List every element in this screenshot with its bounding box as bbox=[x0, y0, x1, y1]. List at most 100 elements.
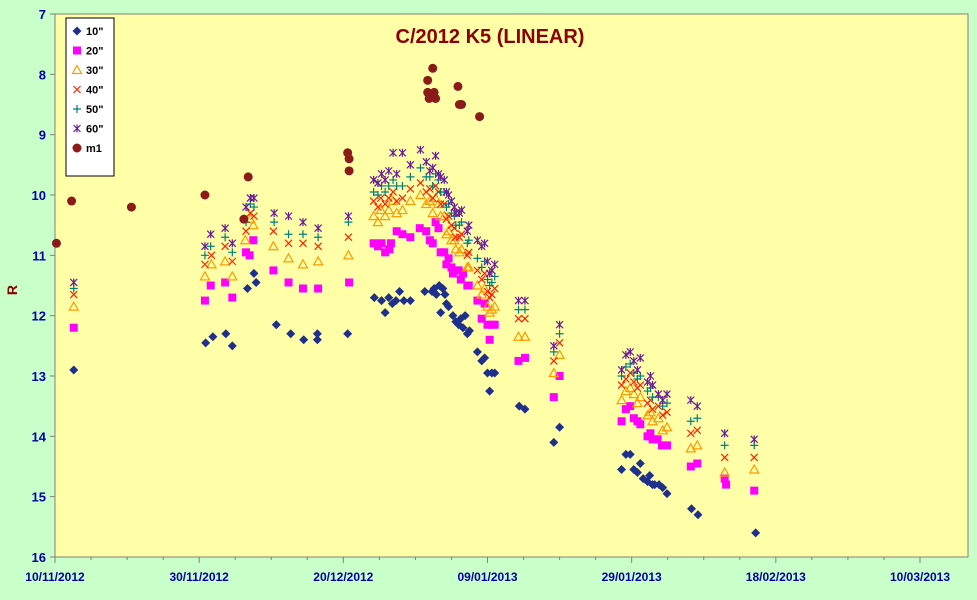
data-point bbox=[521, 296, 529, 305]
data-point bbox=[312, 255, 324, 266]
data-point bbox=[247, 219, 259, 230]
data-point bbox=[416, 179, 425, 187]
data-point bbox=[555, 338, 564, 347]
data-point bbox=[693, 426, 702, 435]
data-point bbox=[635, 458, 645, 468]
data-point bbox=[249, 236, 258, 245]
data-point bbox=[473, 266, 482, 275]
data-point bbox=[239, 234, 251, 245]
data-point bbox=[464, 236, 473, 245]
data-point bbox=[428, 239, 437, 248]
data-point bbox=[451, 209, 460, 218]
data-point bbox=[205, 258, 217, 269]
data-point bbox=[514, 314, 523, 323]
data-point bbox=[490, 260, 499, 269]
data-point bbox=[206, 281, 215, 290]
data-point bbox=[422, 227, 431, 236]
y-axis-ticks: 7 8 9 10 11 12 13 14 15 16 bbox=[32, 7, 55, 565]
data-point bbox=[520, 353, 529, 362]
data-point bbox=[471, 279, 483, 290]
data-point bbox=[617, 417, 626, 426]
series-s10 bbox=[69, 268, 761, 538]
data-point bbox=[344, 212, 353, 221]
data-point bbox=[490, 320, 499, 329]
data-point bbox=[633, 365, 642, 374]
data-point bbox=[369, 293, 379, 303]
data-point bbox=[512, 331, 525, 341]
data-point bbox=[480, 299, 489, 308]
data-point bbox=[344, 233, 353, 242]
data-point bbox=[242, 284, 252, 294]
data-point bbox=[427, 207, 439, 218]
data-point bbox=[345, 278, 354, 287]
data-point bbox=[284, 230, 293, 239]
data-point bbox=[719, 466, 731, 477]
data-point bbox=[221, 233, 230, 242]
data-point bbox=[416, 163, 425, 172]
data-point bbox=[377, 239, 386, 248]
data-point bbox=[662, 489, 672, 499]
data-point bbox=[398, 194, 407, 202]
data-point bbox=[369, 197, 378, 205]
data-point bbox=[436, 308, 446, 318]
data-point bbox=[624, 382, 636, 393]
legend: 10" 20" 30" 40" 50" 60" m1 bbox=[65, 17, 115, 177]
data-point bbox=[617, 365, 626, 374]
y-axis-label: R bbox=[4, 285, 20, 295]
data-point bbox=[481, 300, 494, 311]
data-point bbox=[72, 143, 82, 153]
data-point bbox=[693, 402, 702, 411]
data-point bbox=[392, 227, 401, 236]
data-point bbox=[312, 335, 322, 345]
data-point bbox=[463, 227, 472, 236]
data-point bbox=[648, 405, 657, 414]
data-point bbox=[477, 314, 486, 323]
data-point bbox=[657, 424, 669, 435]
data-point bbox=[228, 248, 237, 257]
data-point bbox=[377, 296, 387, 306]
data-point bbox=[399, 296, 409, 306]
data-point bbox=[270, 209, 279, 218]
data-point bbox=[249, 203, 258, 212]
data-point bbox=[662, 399, 671, 408]
data-point bbox=[420, 287, 430, 297]
data-point bbox=[398, 181, 407, 190]
data-point bbox=[549, 356, 558, 365]
data-point bbox=[375, 204, 387, 215]
data-point bbox=[71, 64, 83, 75]
data-point bbox=[514, 356, 523, 365]
data-point bbox=[662, 441, 671, 450]
data-point bbox=[392, 197, 401, 205]
data-point bbox=[221, 242, 230, 251]
data-point bbox=[440, 248, 449, 257]
data-point bbox=[463, 261, 475, 272]
data-point bbox=[440, 175, 449, 184]
data-point bbox=[384, 194, 393, 202]
data-point bbox=[51, 238, 61, 248]
data-point bbox=[342, 249, 354, 260]
plot-area bbox=[54, 13, 969, 558]
data-point bbox=[314, 224, 323, 233]
data-point bbox=[457, 218, 466, 227]
data-point bbox=[312, 329, 322, 339]
data-point bbox=[250, 194, 258, 203]
data-point bbox=[485, 335, 494, 344]
data-point bbox=[381, 187, 390, 196]
data-point bbox=[372, 216, 384, 227]
data-point bbox=[69, 323, 78, 332]
data-point bbox=[206, 242, 215, 251]
data-point bbox=[521, 314, 529, 323]
data-point bbox=[616, 394, 628, 405]
data-point bbox=[368, 210, 380, 221]
data-point bbox=[519, 331, 531, 341]
data-point bbox=[658, 411, 667, 420]
data-point bbox=[621, 362, 630, 371]
data-point bbox=[549, 341, 558, 350]
data-point bbox=[68, 300, 80, 311]
data-point bbox=[270, 218, 279, 227]
data-point bbox=[242, 227, 250, 236]
data-point bbox=[646, 429, 655, 438]
data-point bbox=[475, 112, 485, 122]
data-point bbox=[314, 233, 323, 242]
data-point bbox=[245, 251, 254, 260]
